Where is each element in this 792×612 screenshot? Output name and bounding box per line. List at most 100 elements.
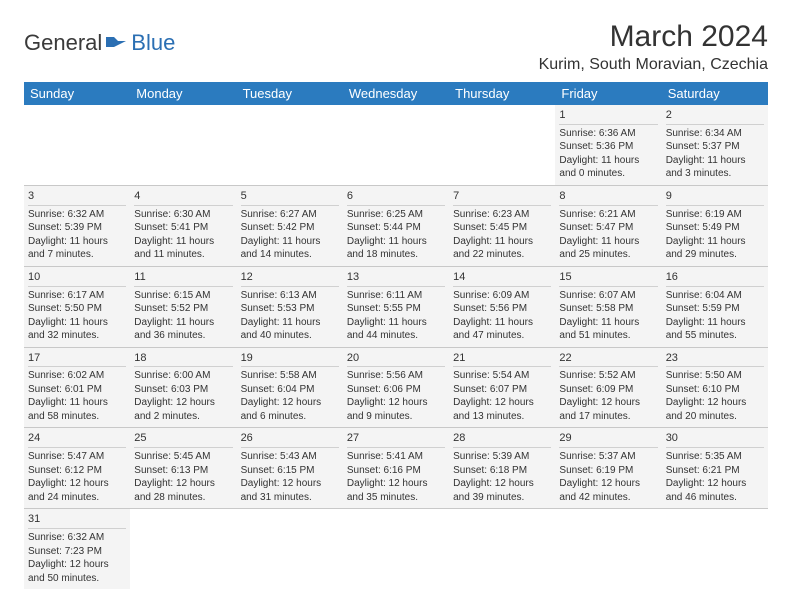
day-detail: Sunset: 5:45 PM — [453, 221, 551, 235]
day-detail: Daylight: 12 hours — [453, 477, 551, 491]
title-block: March 2024 Kurim, South Moravian, Czechi… — [539, 20, 768, 74]
day-detail: Daylight: 11 hours — [453, 316, 551, 330]
calendar-body: 1Sunrise: 6:36 AMSunset: 5:36 PMDaylight… — [24, 105, 768, 589]
calendar-cell: 7Sunrise: 6:23 AMSunset: 5:45 PMDaylight… — [449, 185, 555, 266]
day-detail: and 28 minutes. — [134, 491, 232, 505]
day-detail: Sunset: 6:10 PM — [666, 383, 764, 397]
day-detail: Daylight: 11 hours — [453, 235, 551, 249]
day-number: 26 — [241, 431, 339, 448]
calendar-cell: 1Sunrise: 6:36 AMSunset: 5:36 PMDaylight… — [555, 105, 661, 185]
day-detail: Sunrise: 5:45 AM — [134, 450, 232, 464]
day-number: 15 — [559, 270, 657, 287]
day-detail: Sunset: 5:42 PM — [241, 221, 339, 235]
calendar-cell — [130, 105, 236, 185]
day-detail: Daylight: 12 hours — [134, 396, 232, 410]
day-detail: and 51 minutes. — [559, 329, 657, 343]
day-number: 25 — [134, 431, 232, 448]
calendar-cell: 19Sunrise: 5:58 AMSunset: 6:04 PMDayligh… — [237, 347, 343, 428]
day-detail: Sunset: 6:16 PM — [347, 464, 445, 478]
weekday-header: Saturday — [662, 82, 768, 105]
logo-text-general: General — [24, 30, 102, 56]
day-detail: Daylight: 11 hours — [559, 316, 657, 330]
day-detail: Sunset: 7:23 PM — [28, 545, 126, 559]
day-detail: Sunrise: 5:56 AM — [347, 369, 445, 383]
calendar-cell: 16Sunrise: 6:04 AMSunset: 5:59 PMDayligh… — [662, 266, 768, 347]
day-detail: Sunset: 5:37 PM — [666, 140, 764, 154]
day-detail: Sunset: 5:49 PM — [666, 221, 764, 235]
logo: General Blue — [24, 20, 175, 56]
day-detail: Sunset: 6:09 PM — [559, 383, 657, 397]
day-detail: Sunrise: 6:32 AM — [28, 208, 126, 222]
day-number: 7 — [453, 189, 551, 206]
day-detail: Sunset: 5:58 PM — [559, 302, 657, 316]
day-detail: and 47 minutes. — [453, 329, 551, 343]
day-number: 4 — [134, 189, 232, 206]
day-number: 11 — [134, 270, 232, 287]
day-detail: Sunset: 6:04 PM — [241, 383, 339, 397]
day-number: 10 — [28, 270, 126, 287]
day-detail: Daylight: 12 hours — [347, 477, 445, 491]
day-detail: Sunset: 5:52 PM — [134, 302, 232, 316]
day-detail: Sunrise: 5:52 AM — [559, 369, 657, 383]
day-detail: and 36 minutes. — [134, 329, 232, 343]
day-detail: and 9 minutes. — [347, 410, 445, 424]
day-detail: Daylight: 12 hours — [28, 558, 126, 572]
location-subtitle: Kurim, South Moravian, Czechia — [539, 56, 768, 74]
day-detail: Sunrise: 5:35 AM — [666, 450, 764, 464]
day-number: 17 — [28, 351, 126, 368]
day-detail: Sunset: 6:19 PM — [559, 464, 657, 478]
calendar-cell — [662, 509, 768, 589]
calendar-cell: 17Sunrise: 6:02 AMSunset: 6:01 PMDayligh… — [24, 347, 130, 428]
calendar-cell — [555, 509, 661, 589]
day-number: 27 — [347, 431, 445, 448]
weekday-header: Tuesday — [237, 82, 343, 105]
calendar-cell: 28Sunrise: 5:39 AMSunset: 6:18 PMDayligh… — [449, 428, 555, 509]
day-number: 2 — [666, 108, 764, 125]
day-detail: Daylight: 12 hours — [28, 477, 126, 491]
calendar-cell: 2Sunrise: 6:34 AMSunset: 5:37 PMDaylight… — [662, 105, 768, 185]
calendar-cell: 3Sunrise: 6:32 AMSunset: 5:39 PMDaylight… — [24, 185, 130, 266]
day-detail: Daylight: 11 hours — [559, 154, 657, 168]
calendar-cell: 27Sunrise: 5:41 AMSunset: 6:16 PMDayligh… — [343, 428, 449, 509]
day-detail: Sunset: 6:07 PM — [453, 383, 551, 397]
calendar-cell: 10Sunrise: 6:17 AMSunset: 5:50 PMDayligh… — [24, 266, 130, 347]
calendar-cell — [237, 105, 343, 185]
calendar-cell: 15Sunrise: 6:07 AMSunset: 5:58 PMDayligh… — [555, 266, 661, 347]
calendar-row: 17Sunrise: 6:02 AMSunset: 6:01 PMDayligh… — [24, 347, 768, 428]
day-detail: Sunset: 5:47 PM — [559, 221, 657, 235]
calendar-cell: 24Sunrise: 5:47 AMSunset: 6:12 PMDayligh… — [24, 428, 130, 509]
day-detail: and 40 minutes. — [241, 329, 339, 343]
day-detail: and 25 minutes. — [559, 248, 657, 262]
day-number: 8 — [559, 189, 657, 206]
day-detail: Daylight: 11 hours — [241, 235, 339, 249]
day-number: 24 — [28, 431, 126, 448]
day-detail: and 50 minutes. — [28, 572, 126, 586]
calendar-cell — [449, 105, 555, 185]
weekday-header: Thursday — [449, 82, 555, 105]
day-number: 1 — [559, 108, 657, 125]
day-detail: Daylight: 11 hours — [134, 316, 232, 330]
day-detail: Sunrise: 5:50 AM — [666, 369, 764, 383]
calendar-row: 24Sunrise: 5:47 AMSunset: 6:12 PMDayligh… — [24, 428, 768, 509]
day-detail: Daylight: 12 hours — [559, 396, 657, 410]
day-number: 13 — [347, 270, 445, 287]
calendar-cell: 30Sunrise: 5:35 AMSunset: 6:21 PMDayligh… — [662, 428, 768, 509]
day-detail: Sunset: 5:36 PM — [559, 140, 657, 154]
day-detail: Sunset: 5:50 PM — [28, 302, 126, 316]
calendar-cell: 31Sunrise: 6:32 AMSunset: 7:23 PMDayligh… — [24, 509, 130, 589]
calendar-cell: 4Sunrise: 6:30 AMSunset: 5:41 PMDaylight… — [130, 185, 236, 266]
day-detail: Daylight: 11 hours — [666, 154, 764, 168]
day-detail: Sunset: 6:03 PM — [134, 383, 232, 397]
day-detail: and 3 minutes. — [666, 167, 764, 181]
day-number: 23 — [666, 351, 764, 368]
day-detail: Sunrise: 5:54 AM — [453, 369, 551, 383]
day-detail: Sunset: 6:18 PM — [453, 464, 551, 478]
day-number: 6 — [347, 189, 445, 206]
day-number: 22 — [559, 351, 657, 368]
day-detail: and 14 minutes. — [241, 248, 339, 262]
day-detail: and 44 minutes. — [347, 329, 445, 343]
day-number: 20 — [347, 351, 445, 368]
day-detail: Daylight: 11 hours — [28, 316, 126, 330]
day-detail: Daylight: 11 hours — [559, 235, 657, 249]
weekday-header: Friday — [555, 82, 661, 105]
